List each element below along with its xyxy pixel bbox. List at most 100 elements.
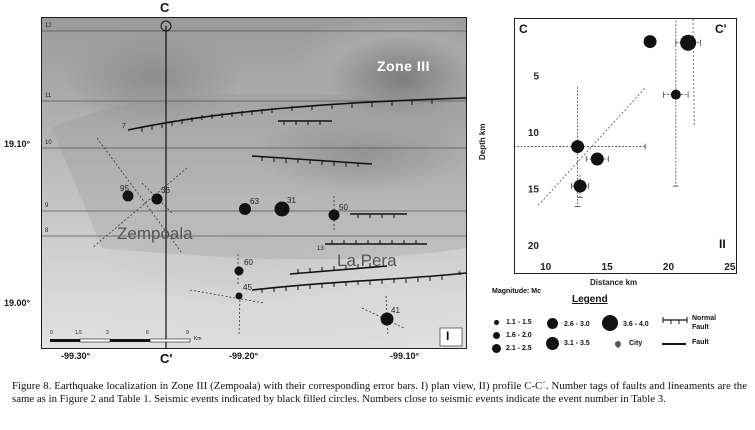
legend-city: City [629,340,643,347]
profile-ylabel: Depth km [478,123,487,160]
fault-label: 7 [122,123,126,130]
city-icon [613,339,623,349]
profile-event-point [571,140,585,154]
legend-normal-fault-2: Fault [692,324,709,331]
fault-label: 6 [458,271,462,277]
fault-7 [127,97,466,131]
event-label: 31 [287,196,296,205]
profile-event-point [643,35,657,49]
map-overlay [42,20,466,348]
event-36 [151,193,163,205]
mag-dot-2 [493,332,500,339]
event-95 [122,190,134,202]
scale-4: 9 [186,330,189,336]
profile-event-point [573,179,587,193]
zone-label: Zone III [377,58,430,74]
figure-caption: Figure 8. Earthquake localization in Zon… [12,380,747,405]
fault-6 [251,272,466,291]
mag-dot-4 [547,318,558,329]
profile-ytick-label: 20 [528,241,540,252]
profile-panel: 10 15 20 25 5 10 15 20 C C' II [509,3,737,274]
profile-panel-label: II [719,237,726,251]
seismic-events [122,190,394,326]
profile-trend-line [692,18,695,126]
grid-num: 11 [45,93,52,99]
scale-0: 0 [50,330,53,336]
mag-dot-5 [546,337,559,350]
fault-ticks [141,99,443,293]
fault-label: 13 [317,246,324,252]
profile-trend-line [538,87,646,206]
lon-label: -99.20° [229,351,259,361]
panel-label-box [439,327,463,347]
scale-1: 1.5 [75,330,82,336]
legend: Magnitude: Mc Legend 1.1 - 1.5 1.6 - 2.0… [492,282,742,362]
grid-num: 10 [45,140,52,146]
event-60 [234,266,244,276]
place-zempoala: Zempoala [117,224,193,243]
event-31 [274,201,290,217]
event-label: 95 [120,184,129,193]
mag-dot-3 [492,344,501,353]
profile-ytick-label: 15 [528,184,540,195]
event-label: 63 [250,197,259,206]
mag-item: 3.1 - 3.5 [564,340,590,347]
fault-d [289,265,388,275]
plan-view-map: Zone III Zempoala La Pera I 12 11 10 9 8… [41,17,467,349]
profile-event-point [670,89,681,100]
mag-dot-1 [494,320,499,325]
map-grid [42,30,466,237]
normal-fault-symbol-icon [662,317,688,324]
event-45 [235,292,243,300]
event-50 [328,209,340,221]
fault-lines [127,97,466,291]
event-label: 41 [391,306,400,315]
zone-shading [52,93,466,260]
profile-label-left: C [519,22,528,36]
profile-event-point [680,34,697,51]
event-label: 60 [244,258,253,267]
mag-item: 1.1 - 1.5 [506,319,532,326]
profile-ytick-label: 5 [533,71,539,82]
event-label: 45 [243,283,252,292]
profile-ytick-label: 10 [528,128,540,139]
lon-label: -99.30° [61,351,91,361]
mag-item: 2.6 - 3.0 [564,321,590,328]
mag-item: 2.1 - 2.5 [506,345,532,352]
legend-normal-fault: Normal [692,315,717,322]
event-label: 36 [161,186,170,195]
profile-label-right: C' [715,22,727,36]
scale-3: 6 [146,330,149,336]
scale-unit: Km [194,336,202,342]
lat-label: 19.00° [4,298,31,308]
lon-label: -99.10° [390,351,420,361]
legend-title: Legend [572,294,608,305]
profile-xlabel: Distance km [590,278,638,287]
event-41 [380,312,394,326]
profile-xtick-label: 15 [602,262,614,273]
place-la-pera: La Pera [337,251,397,270]
mag-item: 1.6 - 2.0 [506,332,532,339]
grid-num: 12 [45,23,52,29]
profile-plot: 10 15 20 25 5 10 15 20 [509,3,736,273]
fault-a [251,155,373,165]
mag-item: 3.6 - 4.0 [623,321,649,328]
section-label-bottom: C' [160,351,173,366]
scale-2: 3 [106,330,109,336]
lat-label: 19.10° [4,139,31,149]
panel-label: I [446,329,450,343]
mag-dot-6 [602,315,618,331]
grid-num: 8 [45,228,49,234]
legend-magnitude-title: Magnitude: Mc [492,288,541,295]
scale-bar [50,338,191,343]
event-label: 50 [339,203,348,212]
event-63 [239,203,251,215]
legend-fault: Fault [692,339,709,346]
section-marker-icon [160,20,172,32]
grid-num: 9 [45,203,49,209]
profile-event-point [590,152,604,166]
profile-xtick-label: 10 [540,262,552,273]
section-label-top: C [160,0,170,15]
profile-xtick-label: 25 [724,262,736,273]
fault-line-icon [662,343,686,345]
